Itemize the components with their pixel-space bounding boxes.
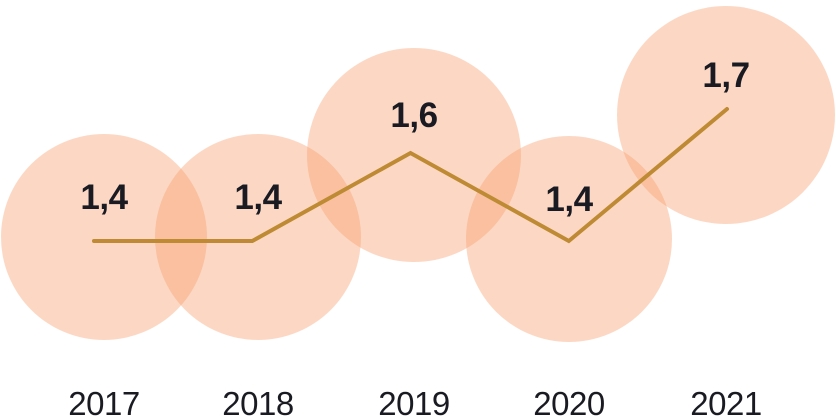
bubble-2017 — [1, 134, 207, 340]
year-label-2019: 2019 — [378, 385, 449, 420]
value-label-2018: 1,4 — [234, 178, 282, 217]
year-label-2017: 2017 — [68, 385, 139, 420]
value-label-2020: 1,4 — [545, 180, 593, 219]
bubble-2021 — [617, 6, 835, 224]
year-label-2020: 2020 — [533, 385, 605, 420]
year-label-2018: 2018 — [222, 385, 293, 420]
value-label-2017: 1,4 — [80, 178, 128, 217]
value-label-group: 1,4 1,4 1,6 1,4 1,7 — [80, 56, 750, 219]
trend-line — [92, 107, 729, 244]
value-label-2021: 1,7 — [702, 56, 749, 95]
year-label-2021: 2021 — [690, 385, 761, 420]
value-label-2019: 1,6 — [390, 96, 437, 135]
year-label-group: 2017 2018 2019 2020 2021 — [68, 385, 762, 420]
